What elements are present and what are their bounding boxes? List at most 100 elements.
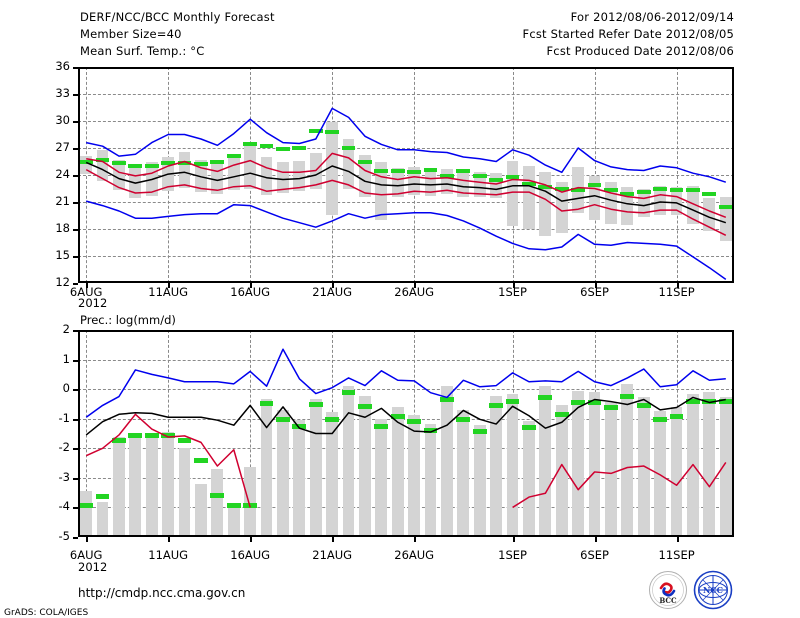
series-line <box>86 107 727 183</box>
observation-marker <box>374 423 389 429</box>
fcst-produced-date-label: Fcst Produced Date 2012/08/06 <box>546 44 734 58</box>
y-tick-mark <box>73 330 78 332</box>
range-bar <box>605 402 617 537</box>
y-tick-label: 1 <box>62 351 70 366</box>
range-bar <box>523 166 535 229</box>
gridline-horizontal <box>78 175 734 176</box>
observation-marker <box>620 191 635 196</box>
range-bar <box>129 165 142 199</box>
observation-marker <box>669 188 684 193</box>
x-tick-mark <box>414 537 417 542</box>
gridline-horizontal <box>78 448 734 450</box>
x-tick-mark <box>512 537 515 542</box>
x-tick-mark <box>414 283 417 288</box>
range-bar <box>424 424 437 537</box>
x-tick-label: 6AUG <box>69 548 103 562</box>
observation-marker <box>177 161 192 166</box>
x-tick-label: 1SEP <box>498 548 527 562</box>
range-bar <box>211 163 224 194</box>
y-tick-mark <box>73 202 78 204</box>
x-tick-label: 11SEP <box>658 285 695 299</box>
x-tick-label: 11AUG <box>148 548 189 562</box>
observation-marker <box>292 146 307 150</box>
observation-marker <box>686 399 700 405</box>
range-bar <box>244 466 257 537</box>
range-bar <box>719 396 732 537</box>
svg-text:BCC: BCC <box>659 596 677 605</box>
series-line <box>85 396 726 436</box>
observation-marker <box>194 458 208 464</box>
observation-marker <box>210 160 225 165</box>
range-bar <box>408 166 421 195</box>
range-bar <box>309 399 322 537</box>
range-bar <box>457 171 470 197</box>
x-tick-mark <box>86 537 89 542</box>
range-bar <box>424 169 437 196</box>
range-bar <box>227 154 240 191</box>
range-bar <box>195 159 207 193</box>
observation-marker <box>505 399 520 405</box>
observation-marker <box>341 389 356 395</box>
observation-marker <box>112 437 126 443</box>
y-tick-label: -1 <box>58 410 70 425</box>
y-tick-mark <box>73 175 78 177</box>
y-tick-mark <box>73 67 78 69</box>
x-tick-mark <box>86 283 89 288</box>
observation-marker <box>276 146 290 151</box>
observation-marker <box>636 402 651 408</box>
observation-marker <box>456 168 471 173</box>
gridline-horizontal <box>78 94 734 95</box>
range-bar <box>244 144 257 190</box>
gridline-horizontal <box>78 202 734 203</box>
range-bar <box>342 139 355 189</box>
series-overlay <box>85 107 727 281</box>
observation-marker <box>144 164 159 168</box>
x-tick-label: 6SEP <box>580 548 609 562</box>
observation-marker <box>440 396 454 402</box>
observation-marker <box>702 399 717 405</box>
observation-marker <box>554 411 569 417</box>
precipitation-x-axis-year: 2012 <box>78 560 108 574</box>
x-tick-label: 11AUG <box>148 285 189 299</box>
observation-marker <box>522 182 536 186</box>
observation-marker <box>95 493 110 499</box>
temperature-x-axis-year: 2012 <box>78 296 108 310</box>
gridline-vertical <box>676 67 678 283</box>
y-tick-label: -3 <box>58 469 70 484</box>
y-tick-label: 2 <box>62 322 70 336</box>
gridline-horizontal <box>78 229 734 230</box>
range-bar <box>490 173 503 199</box>
y-tick-mark <box>73 477 78 480</box>
y-tick-mark <box>73 507 78 510</box>
bcc-logo: BCC <box>648 570 688 610</box>
range-bar <box>457 410 470 537</box>
range-bar <box>375 419 388 537</box>
observation-marker <box>79 160 94 165</box>
range-bar <box>637 189 650 218</box>
range-bar <box>326 412 339 537</box>
observation-marker <box>144 433 159 439</box>
observation-marker <box>128 433 143 439</box>
range-bar <box>588 175 601 220</box>
observation-marker <box>79 502 94 508</box>
range-bar <box>490 395 503 537</box>
website-url[interactable]: http://cmdp.ncc.cma.gov.cn <box>78 586 246 600</box>
range-bar <box>293 160 306 192</box>
observation-marker <box>620 394 635 400</box>
range-bar <box>80 156 93 175</box>
observation-marker <box>243 142 258 147</box>
y-tick-mark <box>73 121 78 123</box>
gridline-horizontal <box>78 148 734 149</box>
observation-marker <box>341 146 356 150</box>
y-tick-label: 30 <box>55 113 70 127</box>
gridline-horizontal <box>78 477 734 479</box>
gridline-horizontal <box>78 256 734 257</box>
range-bar <box>326 121 339 216</box>
y-tick-label: -2 <box>58 440 70 455</box>
observation-marker <box>325 416 340 422</box>
x-tick-mark <box>676 283 679 288</box>
x-tick-label: 6AUG <box>69 285 103 299</box>
range-bar <box>621 186 634 226</box>
range-bar <box>145 161 158 196</box>
temperature-chart-panel <box>78 67 734 283</box>
